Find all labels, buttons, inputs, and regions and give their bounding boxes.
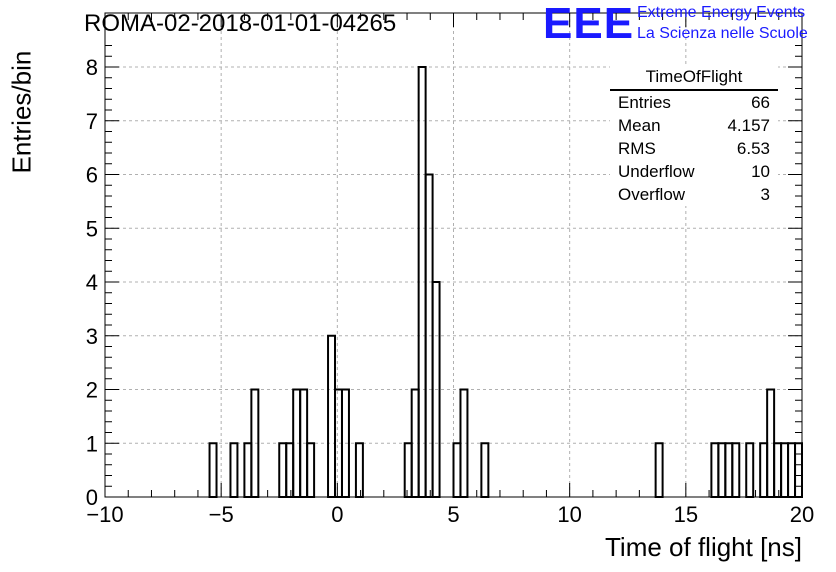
histogram-bin bbox=[794, 442, 804, 498]
axes-layer: −10 −5 0 5 10 15 20 0 1 2 3 4 5 6 7 8 bbox=[86, 12, 814, 527]
stats-row-entries: Entries 66 bbox=[610, 91, 778, 114]
stats-label: Mean bbox=[618, 116, 661, 135]
y-tick-label: 3 bbox=[86, 324, 98, 349]
stats-label: Entries bbox=[618, 93, 671, 112]
y-tick-label: 4 bbox=[86, 270, 98, 295]
histogram-bin bbox=[745, 442, 755, 498]
x-tick-label: 10 bbox=[557, 502, 581, 527]
x-tick-label: −5 bbox=[209, 502, 234, 527]
histogram-bin bbox=[654, 442, 664, 498]
histogram-bin bbox=[278, 442, 288, 498]
histogram-bin bbox=[724, 442, 734, 498]
stats-label: Underflow bbox=[618, 162, 695, 181]
histogram-bin bbox=[327, 334, 337, 498]
histogram-bin bbox=[717, 442, 727, 498]
stats-title: TimeOfFlight bbox=[610, 66, 778, 91]
histogram-bin bbox=[759, 442, 769, 498]
run-id-title: ROMA-02-2018-01-01-04265 bbox=[84, 10, 397, 37]
y-tick-label: 1 bbox=[86, 431, 98, 456]
histogram-bin bbox=[306, 442, 316, 498]
histogram-bin bbox=[480, 442, 490, 498]
y-tick-label: 7 bbox=[86, 109, 98, 134]
histogram-bin bbox=[354, 442, 364, 498]
histogram-bin bbox=[710, 442, 720, 498]
stats-row-overflow: Overflow 3 bbox=[610, 183, 778, 206]
histogram-bin bbox=[285, 442, 295, 498]
eee-logo: EEE bbox=[543, 0, 635, 48]
brand-line-2: La Scienza nelle Scuole bbox=[637, 25, 808, 42]
x-tick-label: −10 bbox=[86, 502, 123, 527]
histogram-bin bbox=[780, 442, 790, 498]
histogram-layer bbox=[208, 66, 804, 498]
histogram-bin bbox=[208, 442, 218, 498]
y-tick-label: 8 bbox=[86, 55, 98, 80]
x-tick-label: 0 bbox=[331, 502, 343, 527]
histogram-bin bbox=[243, 442, 253, 498]
histogram-bin bbox=[731, 442, 741, 498]
x-tick-label: 15 bbox=[674, 502, 698, 527]
histogram-bin bbox=[403, 442, 413, 498]
stats-value: 6.53 bbox=[736, 139, 770, 158]
brand-line-1: Extreme Energy Events bbox=[637, 4, 806, 21]
stats-row-underflow: Underflow 10 bbox=[610, 160, 778, 183]
stats-value: 3 bbox=[760, 185, 770, 204]
stats-row-rms: RMS 6.53 bbox=[610, 137, 778, 160]
stats-value: 10 bbox=[751, 162, 770, 181]
stats-box: TimeOfFlight Entries 66 Mean 4.157 RMS 6… bbox=[610, 66, 778, 206]
y-axis-label: Entries/bin bbox=[6, 50, 37, 174]
y-tick-label: 6 bbox=[86, 163, 98, 188]
stats-label: Overflow bbox=[618, 185, 686, 204]
stats-value: 66 bbox=[751, 93, 770, 112]
stats-label: RMS bbox=[618, 139, 656, 158]
y-tick-label: 2 bbox=[86, 378, 98, 403]
y-tick-label: 0 bbox=[86, 485, 98, 510]
x-axis-label: Time of flight [ns] bbox=[605, 532, 802, 562]
histogram-bin bbox=[452, 442, 462, 498]
x-tick-label: 5 bbox=[447, 502, 459, 527]
stats-value: 4.157 bbox=[727, 116, 770, 135]
histogram-bin bbox=[773, 442, 783, 498]
histogram-bin bbox=[229, 442, 239, 498]
x-tick-label: 20 bbox=[790, 502, 814, 527]
histogram-bin bbox=[787, 442, 797, 498]
stats-row-mean: Mean 4.157 bbox=[610, 114, 778, 137]
y-tick-label: 5 bbox=[86, 216, 98, 241]
